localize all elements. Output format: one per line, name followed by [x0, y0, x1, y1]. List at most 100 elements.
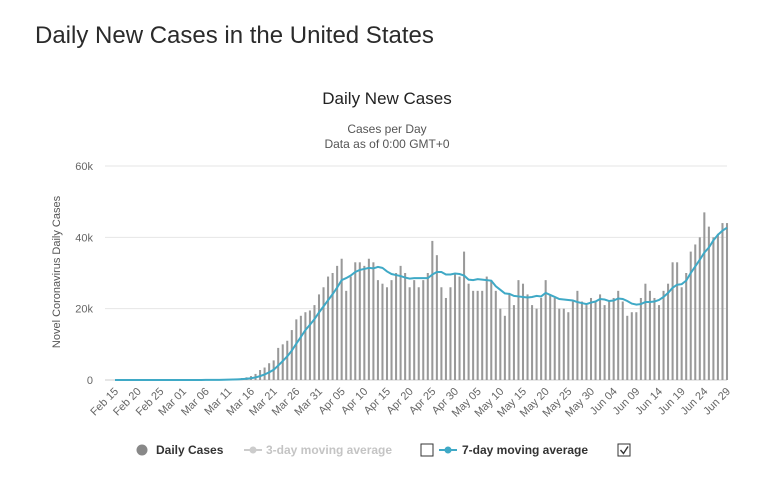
bar-series: [123, 212, 729, 380]
daily-case-bar: [657, 305, 661, 380]
daily-case-bar: [354, 262, 357, 380]
daily-case-bar: [340, 258, 343, 380]
daily-case-bar: [639, 297, 642, 380]
avg3-checkbox[interactable]: [420, 443, 434, 457]
daily-case-bar: [358, 262, 361, 380]
daily-case-bar: [549, 294, 552, 380]
daily-case-bar: [381, 283, 384, 380]
y-tick-label: 40k: [75, 232, 93, 244]
daily-case-bar: [676, 262, 679, 380]
daily-case-bar: [444, 297, 447, 380]
daily-case-bar: [372, 262, 375, 380]
daily-case-bar: [544, 280, 547, 380]
chart-subtitle-line-2: Data as of 0:00 GMT+0: [324, 137, 449, 151]
legend-avg7-label: 7-day moving average: [462, 443, 588, 457]
daily-case-bar: [472, 290, 475, 380]
daily-case-bar: [562, 308, 565, 380]
y-axis-ticks: 0 20k 40k 60k: [75, 161, 93, 387]
daily-case-bar: [508, 294, 511, 380]
daily-case-bar: [630, 312, 633, 380]
daily-case-bar: [476, 290, 479, 380]
daily-case-bar: [422, 280, 425, 380]
daily-case-bar: [390, 280, 393, 380]
daily-case-bar: [367, 258, 370, 380]
daily-case-bar: [431, 240, 434, 380]
daily-case-bar: [567, 312, 570, 380]
daily-case-bar: [671, 262, 674, 380]
legend-daily-cases-label: Daily Cases: [156, 443, 224, 457]
daily-case-bar: [435, 255, 438, 380]
daily-case-bar: [531, 305, 534, 380]
daily-case-bar: [494, 290, 497, 380]
avg7-checkbox[interactable]: [617, 443, 631, 457]
daily-case-bar: [313, 305, 316, 380]
daily-case-bar: [589, 297, 593, 380]
daily-case-bar: [644, 283, 647, 380]
daily-case-bar: [580, 301, 583, 380]
daily-case-bar: [703, 212, 706, 380]
daily-case-bar: [526, 294, 529, 380]
grid-lines: [105, 165, 727, 381]
daily-case-bar: [576, 290, 579, 380]
daily-case-bar: [689, 251, 692, 380]
daily-case-bar: [345, 290, 348, 380]
daily-case-bar: [317, 294, 321, 380]
legend-daily-cases-marker: [136, 444, 148, 456]
daily-case-bar: [490, 280, 493, 380]
y-axis-label: Novel Coronavirus Daily Cases: [51, 195, 63, 348]
daily-case-bar: [331, 273, 334, 380]
daily-case-bar: [463, 251, 466, 380]
daily-case-bar: [535, 308, 538, 380]
daily-case-bar: [626, 315, 629, 380]
daily-case-bar: [585, 305, 588, 380]
avg7-series: [115, 226, 728, 381]
daily-case-bar: [603, 305, 606, 380]
daily-case-bar: [553, 297, 556, 380]
daily-case-bar: [399, 265, 402, 380]
daily-case-bar: [521, 283, 525, 380]
chart-title: Daily New Cases: [322, 89, 451, 108]
daily-case-bar: [440, 287, 443, 380]
daily-case-bar: [662, 290, 665, 380]
daily-case-bar: [707, 226, 710, 380]
chart-subtitle-line-1: Cases per Day: [347, 122, 426, 136]
daily-case-bar: [467, 283, 470, 380]
checkmark-icon: [619, 446, 629, 455]
daily-case-bar: [517, 280, 520, 380]
daily-case-bar: [449, 287, 452, 380]
legend-avg3-marker: [249, 446, 257, 454]
legend: Daily Cases 3-day moving average 7-day mov…: [136, 443, 631, 457]
daily-case-bar: [404, 273, 407, 380]
y-tick-label: 20k: [75, 304, 93, 316]
daily-case-bar: [685, 273, 688, 380]
daily-case-bar: [376, 280, 379, 380]
daily-case-bar: [417, 287, 420, 380]
daily-case-bar: [608, 301, 611, 380]
daily-case-bar: [725, 223, 729, 380]
daily-case-bar: [304, 312, 307, 380]
daily-case-bar: [558, 308, 561, 380]
daily-case-bar: [653, 297, 656, 380]
daily-case-bar: [277, 347, 280, 380]
avg7-line: [115, 226, 728, 381]
daily-case-bar: [571, 301, 574, 380]
daily-case-bar: [698, 237, 701, 380]
daily-case-bar: [290, 330, 293, 380]
daily-case-bar: [612, 297, 615, 380]
daily-case-bar: [413, 280, 416, 380]
daily-case-bar: [336, 265, 339, 380]
y-tick-label: 0: [87, 375, 93, 387]
daily-case-bar: [453, 273, 457, 380]
daily-case-bar: [635, 312, 638, 380]
daily-case-bar: [503, 315, 506, 380]
daily-case-bar: [308, 310, 311, 380]
daily-case-bar: [499, 308, 502, 380]
y-tick-label: 60k: [75, 161, 93, 173]
daily-case-bar: [349, 276, 352, 380]
daily-case-bar: [680, 287, 683, 380]
daily-case-bar: [408, 287, 411, 380]
page-heading: Daily New Cases in the United States: [35, 22, 434, 49]
daily-case-bar: [481, 290, 484, 380]
daily-case-bar: [712, 237, 715, 380]
daily-case-bar: [512, 305, 515, 380]
